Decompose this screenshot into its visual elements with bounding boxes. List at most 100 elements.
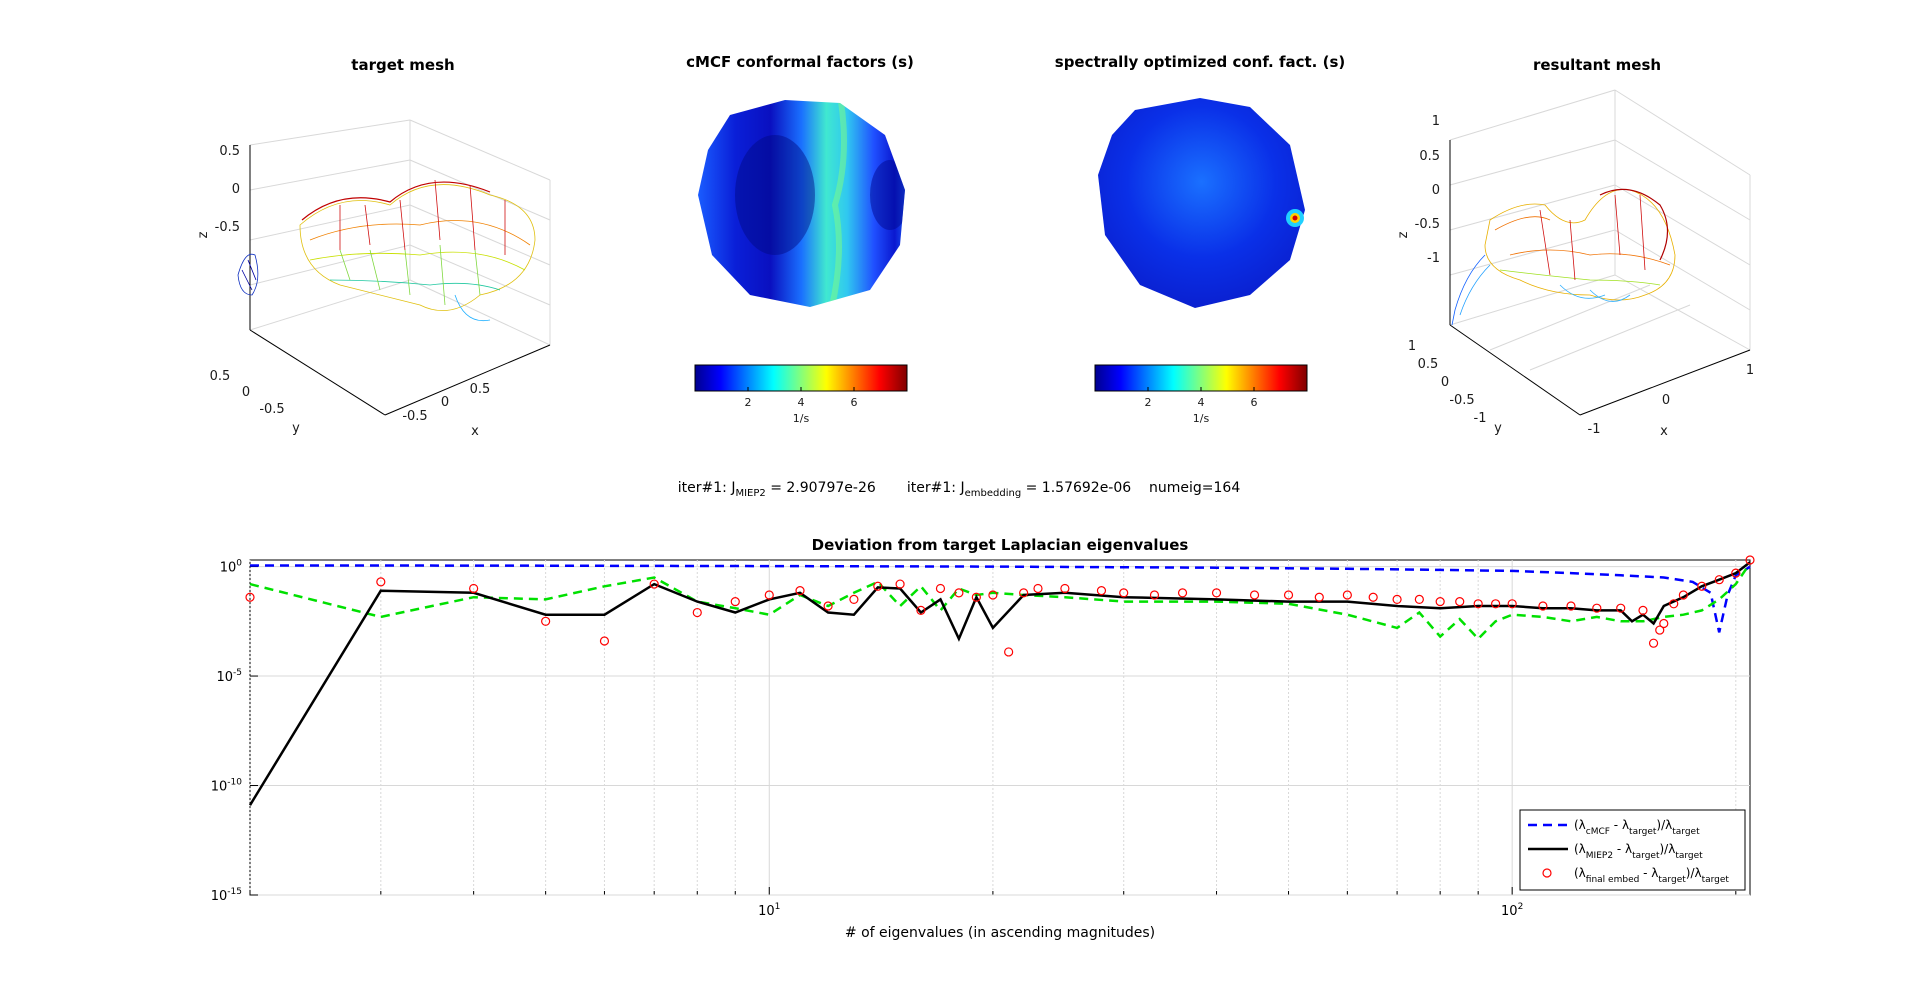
- final-embed-point: [1211, 588, 1222, 598]
- final-embed-point: [1745, 555, 1755, 565]
- legend-sample-final-embed: [1542, 868, 1552, 878]
- final-embed-point: [1659, 618, 1669, 629]
- final-embed-point: [1414, 594, 1424, 605]
- rm-y-tick: 1: [1408, 339, 1416, 354]
- target-mesh-title: target mesh: [351, 56, 455, 74]
- tm-z-tick: 0.5: [219, 144, 240, 159]
- cmcf-cb-tick: 4: [798, 396, 805, 409]
- rm-z-tick: -0.5: [1415, 217, 1440, 232]
- cmcf-series-line: [250, 564, 1751, 633]
- final-embed-point: [1060, 583, 1070, 594]
- final-embed-point: [599, 636, 610, 646]
- rm-y-tick: 0: [1441, 375, 1449, 390]
- tm-y-tick: -0.5: [259, 402, 284, 417]
- tm-ylabel: y: [292, 421, 300, 436]
- tm-y-tick: 0.5: [210, 369, 231, 384]
- y-tick-label: 100: [220, 559, 243, 576]
- spec-cb-tick: 6: [1251, 396, 1258, 409]
- status-line: iter#1: JMIEP2 = 2.90797e-26 iter#1: Jem…: [0, 480, 1918, 499]
- final-embed-point: [1249, 590, 1260, 600]
- chart-title: Deviation from target Laplacian eigenval…: [812, 536, 1189, 554]
- legend-label: (λfinal embed - λtarget)/λtarget: [1574, 866, 1729, 885]
- final-embed-point: [823, 601, 833, 611]
- final-embed-point: [1566, 601, 1576, 611]
- rm-z-tick: -1: [1427, 251, 1440, 266]
- final-embed-point: [1638, 605, 1648, 615]
- final-embed-point: [1096, 586, 1107, 596]
- final-embed-point: [1655, 625, 1665, 635]
- final-embed-point: [1283, 590, 1294, 600]
- final-embed-point: [795, 586, 805, 596]
- y-tick-label: 10-5: [216, 668, 242, 685]
- final-embed-point: [1119, 588, 1129, 598]
- x-tick-label: 101: [758, 902, 780, 919]
- cmcf-cb-unit: 1/s: [793, 412, 810, 425]
- cmcf-cb-tick: 6: [851, 396, 858, 409]
- cmcf-disc: [698, 100, 905, 307]
- final-embed-point: [730, 597, 740, 607]
- final-embed-point: [1507, 599, 1517, 609]
- rm-y-tick: -1: [1474, 411, 1487, 426]
- spec-cb-tick: 4: [1198, 396, 1205, 409]
- final-embed-point: [245, 592, 255, 602]
- y-tick-label: 10-15: [211, 887, 242, 904]
- rm-xlabel: x: [1660, 424, 1668, 439]
- rm-y-tick: -0.5: [1449, 393, 1474, 408]
- tm-x-tick: -0.5: [402, 409, 427, 424]
- final-embed-point: [541, 616, 551, 626]
- final-embed-point: [1019, 588, 1029, 598]
- final-embed-point: [1368, 592, 1378, 602]
- tm-z-tick: 0: [232, 182, 240, 197]
- spectral-colorbar: 2 4 6 1/s: [1094, 364, 1308, 425]
- tm-x-tick: 0.5: [470, 382, 491, 397]
- final-embed-point: [1648, 638, 1659, 648]
- final-embed-point: [1731, 568, 1741, 578]
- rm-ylabel: y: [1494, 421, 1502, 436]
- legend-label: (λMIEP2 - λtarget)/λtarget: [1574, 842, 1703, 861]
- tm-zlabel: z: [196, 231, 211, 238]
- final-embed-point: [971, 592, 981, 602]
- final-embed-point: [1669, 599, 1679, 609]
- final-embed-point: [954, 588, 964, 598]
- spec-cb-unit: 1/s: [1193, 412, 1210, 425]
- status-j1: iter#1: JMIEP2 = 2.90797e-26: [677, 480, 876, 499]
- final-embed-point: [1435, 597, 1445, 607]
- x-tick-label: 102: [1501, 902, 1523, 919]
- final-embed-point: [1714, 575, 1724, 585]
- final-embed-point: [916, 605, 926, 615]
- final-embed-point: [935, 583, 946, 594]
- rm-x-tick: 1: [1746, 363, 1754, 378]
- final-embed-point: [1314, 592, 1324, 602]
- status-j2: iter#1: Jembedding = 1.57692e-06: [906, 480, 1132, 499]
- final-embed-point: [988, 590, 998, 600]
- final-embed-point: [1473, 599, 1483, 609]
- final-embed-point: [1177, 588, 1188, 598]
- rm-z-tick: 0: [1432, 183, 1440, 198]
- final-embed-point: [849, 594, 859, 605]
- status-numeig: numeig=164: [1149, 480, 1241, 496]
- rm-zlabel: z: [1396, 231, 1411, 238]
- final-embed-point: [1033, 583, 1043, 594]
- cmcf-colorbar: 2 4 6 1/s: [694, 364, 908, 425]
- miep2-series-line: [248, 561, 1751, 806]
- rm-x-tick: -1: [1588, 422, 1601, 437]
- final-embed-point: [469, 583, 479, 594]
- x-axis-label: # of eigenvalues (in ascending magnitude…: [845, 925, 1155, 941]
- target-mesh-plot: 0.5 0 -0.5 0.5 0 -0.5 0.5 0 -0.5 z y x: [196, 119, 551, 439]
- final-embed-point: [376, 577, 386, 587]
- spectral-title: spectrally optimized conf. fact. (s): [1054, 53, 1346, 71]
- resultant-mesh-title: resultant mesh: [1532, 56, 1662, 74]
- final-embed-point: [1455, 597, 1465, 607]
- final-embed-point: [1342, 590, 1352, 600]
- final-embed-point: [1149, 590, 1160, 600]
- resultant-mesh-plot: 1 0.5 0 -0.5 -1 1 0.5 0 -0.5 -1 1 0 -1 z…: [1396, 89, 1754, 439]
- rm-z-tick: 0.5: [1419, 149, 1440, 164]
- rm-z-tick: 1: [1432, 114, 1440, 129]
- final-embed-point: [873, 581, 883, 591]
- tm-y-tick: 0: [242, 385, 250, 400]
- spectral-disc: [1098, 98, 1305, 308]
- y-tick-label: 10-10: [211, 778, 243, 795]
- final-embed-point: [764, 590, 774, 600]
- final-embed-point: [1697, 581, 1707, 591]
- final-embed-point: [692, 607, 702, 618]
